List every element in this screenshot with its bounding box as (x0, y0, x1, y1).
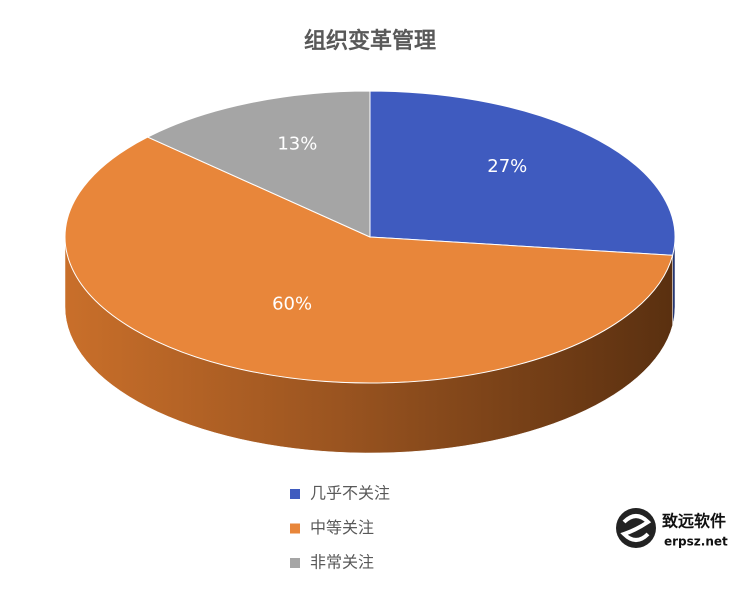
slice (146, 90, 371, 238)
watermark-logo-mark (620, 514, 652, 542)
watermark: 致远软件 erpsz.net (616, 508, 728, 549)
watermark-url: erpsz.net (664, 535, 728, 549)
watermark-name: 致远软件 (662, 512, 726, 531)
data-label: 27% (487, 156, 527, 177)
legend-swatch (290, 558, 300, 568)
chart-title: 组织变革管理 (304, 28, 436, 54)
legend-label: 非常关注 (310, 553, 374, 572)
data-label: 60% (272, 293, 312, 314)
data-label: 13% (277, 134, 317, 155)
legend-label: 中等关注 (310, 518, 374, 537)
pie: 27% 60% 13% (64, 90, 676, 454)
slice (64, 136, 674, 384)
legend-swatch (290, 523, 300, 534)
legend-label: 几乎不关注 (310, 484, 390, 503)
slice (369, 90, 676, 256)
legend-swatch (290, 489, 300, 499)
